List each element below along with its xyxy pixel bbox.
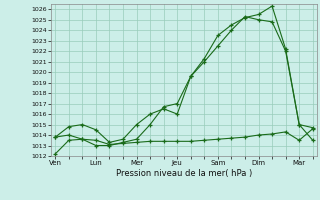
X-axis label: Pression niveau de la mer( hPa ): Pression niveau de la mer( hPa )	[116, 169, 252, 178]
